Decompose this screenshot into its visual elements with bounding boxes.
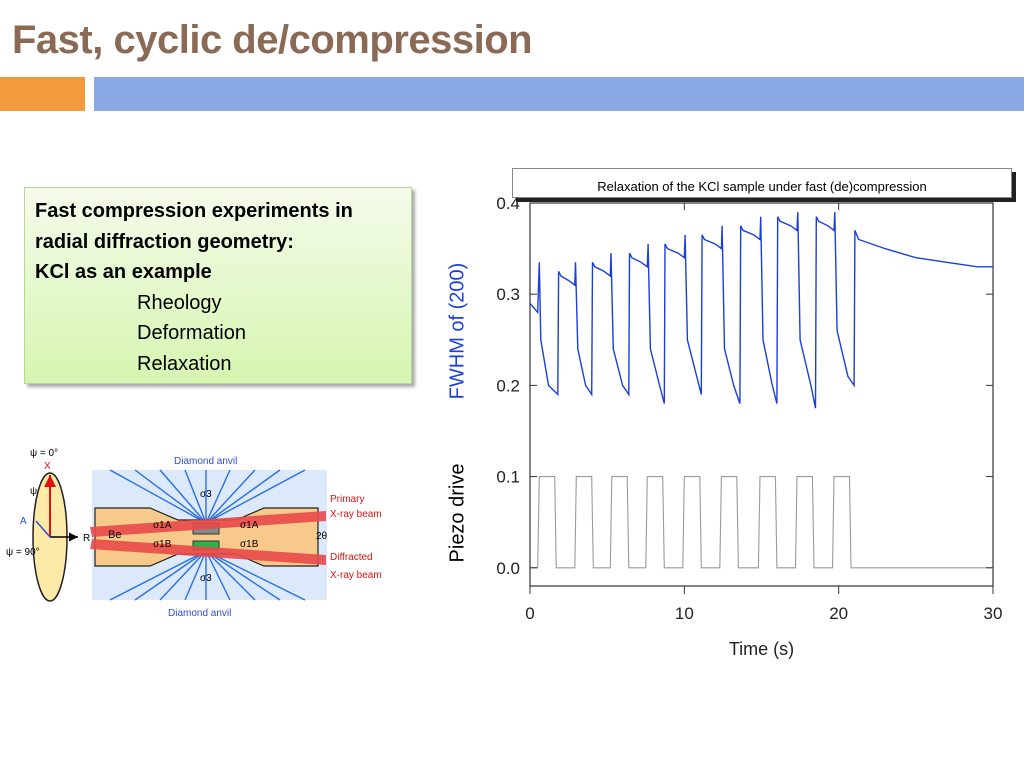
textbox-item-relaxation: Relaxation [137,352,232,375]
r-label: R [83,533,90,544]
y-tick-label: 0.2 [496,376,520,395]
y-axis-label-fwhm: FWHM of (200) [446,262,469,400]
two-theta-label: 2θ [316,531,328,542]
diffracted-label-1: Diffracted [330,552,373,563]
textbox-line1: Fast compression experiments in radial d… [35,200,353,253]
sigma1b-left-label: σ1B [153,539,172,550]
sigma3-top-label: σ3 [200,489,212,500]
y-tick-label: 0.1 [496,468,520,487]
x-tick-label: 30 [984,604,1003,623]
radial-diffraction-diagram: ψ = 0° X ψ A R ψ = 90° Diamond anvil Dia… [6,448,382,619]
sigma1a-right-label: σ1A [240,520,259,531]
textbox-line2: KCl as an example [35,261,212,283]
anvil-group: Diamond anvil Diamond anvil Be σ3 σ3 σ1A… [90,456,382,619]
diffracted-beam [90,539,326,565]
textbox-item-rheology: Rheology [137,291,222,314]
accent-bar-blue [94,77,1024,111]
slide-title: Fast, cyclic de/compression [12,18,533,62]
fwhm-series-line [529,212,993,409]
sigma1a-left-label: σ1A [153,520,172,531]
primary-beam [90,511,326,537]
anvil-top-label: Diamond anvil [174,456,237,467]
psi-ellipse-group: ψ = 0° X ψ A R ψ = 90° [6,448,90,602]
be-label: Be [108,529,121,541]
diffracted-label-2: X-ray beam [330,570,382,581]
primary-label-2: X-ray beam [330,509,382,520]
x-tick-label: 0 [525,604,534,623]
x-tick-label: 20 [829,604,848,623]
x-tick-label: 10 [675,604,694,623]
plot-frame [529,202,994,587]
x-label: X [44,461,51,472]
primary-label-1: Primary [330,494,364,505]
relaxation-chart: 0.0 0.1 0.2 0.3 0.4 0 10 20 30 Time (s) [496,195,1003,659]
psi0-label: ψ = 0° [30,448,58,459]
a-vector [35,520,51,538]
y-tick-label: 0.3 [496,285,520,304]
textbox-item-deformation: Deformation [137,322,246,344]
sigma3-bottom-label: σ3 [200,573,212,584]
y-axis-label-piezo: Piezo drive [446,463,469,563]
accent-bar-orange [0,77,85,111]
y-tick-label: 0.0 [496,559,520,578]
x-axis-title: Time (s) [729,639,794,659]
y-tick-label: 0.4 [496,195,520,213]
a-label: A [20,516,27,527]
summary-textbox: Fast compression experiments in radial d… [24,187,412,384]
piezo-series-line [530,476,993,569]
anvil-bottom-label: Diamond anvil [168,608,231,619]
chart-caption: Relaxation of the KCl sample under fast … [512,168,1012,198]
psi-label: ψ [30,486,37,497]
psi90-label: ψ = 90° [6,547,40,558]
sigma1b-right-label: σ1B [240,539,259,550]
